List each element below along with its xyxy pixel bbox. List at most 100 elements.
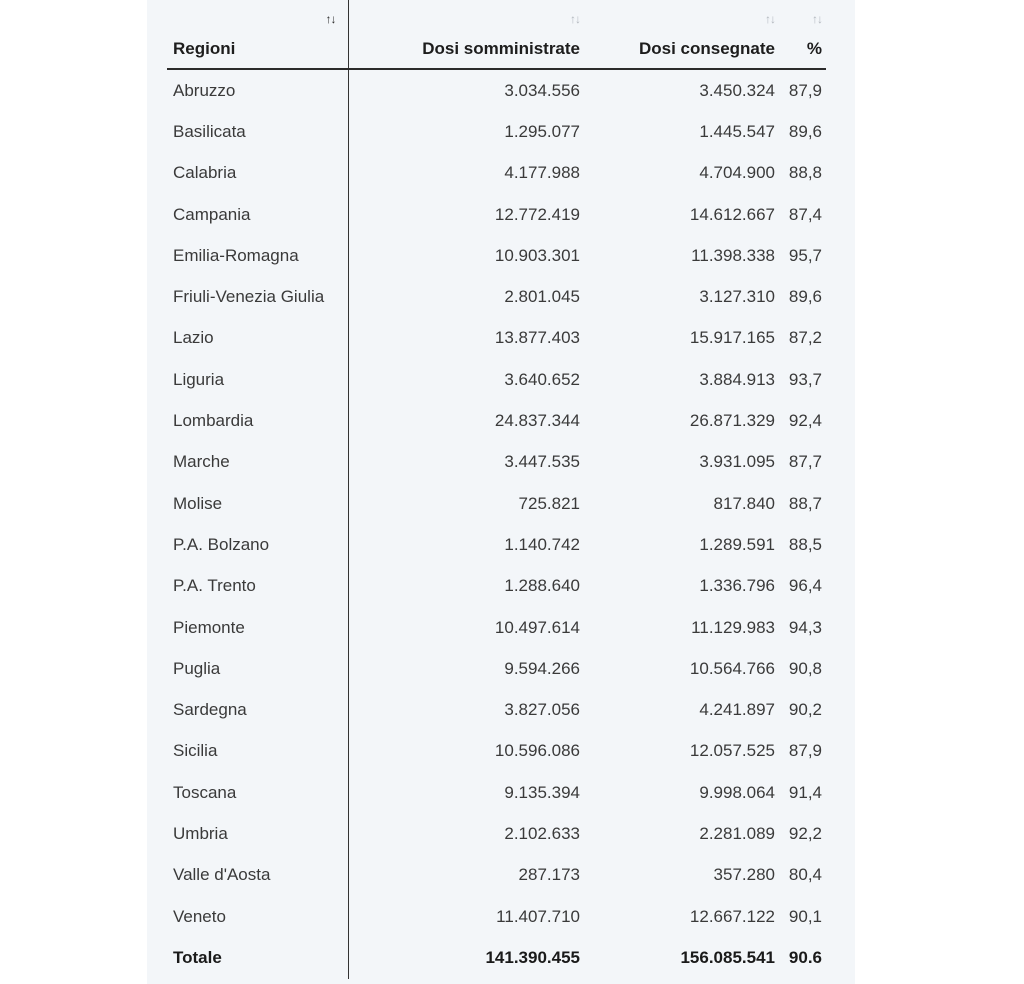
cell-dosi-consegnate: 817.840 <box>713 493 775 513</box>
cell-dosi-somministrate: 725.821 <box>518 493 580 513</box>
cell-percent: 92,4 <box>788 411 822 431</box>
table-row: Valle d'Aosta 287.173 357.280 80,4 <box>167 854 826 896</box>
cell-dosi-somministrate: 287.173 <box>518 865 580 885</box>
cell-dosi-consegnate: 11.129.983 <box>691 617 775 637</box>
table-header: ↑↓ Regioni ↑↓ Dosi somministrate ↑↓ Dosi… <box>167 0 826 70</box>
cell-dosi-somministrate: 3.034.556 <box>504 80 580 100</box>
vaccine-doses-table: ↑↓ Regioni ↑↓ Dosi somministrate ↑↓ Dosi… <box>167 0 826 979</box>
cell-dosi-consegnate: 1.336.796 <box>699 576 775 596</box>
cell-region: Lombardia <box>167 400 349 442</box>
table-row: Marche 3.447.535 3.931.095 87,7 <box>167 441 826 483</box>
table-row: P.A. Bolzano 1.140.742 1.289.591 88,5 <box>167 524 826 566</box>
cell-percent: 88,7 <box>788 493 822 513</box>
table-total-row: Totale 141.390.455 156.085.541 90.6 <box>167 937 826 979</box>
cell-dosi-somministrate: 13.877.403 <box>494 328 580 348</box>
total-consegnate: 156.085.541 <box>680 947 775 967</box>
sort-arrows-icon[interactable]: ↑↓ <box>570 12 581 26</box>
cell-region: Calabria <box>167 152 349 194</box>
column-header-label: % <box>806 39 822 58</box>
cell-dosi-somministrate: 10.497.614 <box>494 617 580 637</box>
cell-region: Puglia <box>167 648 349 690</box>
cell-region: Emilia-Romagna <box>167 235 349 277</box>
cell-percent: 87,7 <box>788 452 822 472</box>
cell-dosi-consegnate: 14.612.667 <box>689 204 775 224</box>
cell-dosi-somministrate: 3.447.535 <box>504 452 580 472</box>
cell-dosi-somministrate: 9.594.266 <box>504 658 580 678</box>
table-row: Umbria 2.102.633 2.281.089 92,2 <box>167 813 826 855</box>
cell-dosi-somministrate: 3.640.652 <box>504 369 580 389</box>
cell-percent: 95,7 <box>788 245 822 265</box>
sort-arrows-icon[interactable]: ↑↓ <box>765 12 776 26</box>
cell-dosi-consegnate: 3.127.310 <box>699 287 775 307</box>
cell-dosi-consegnate: 357.280 <box>713 865 775 885</box>
header-row: ↑↓ Regioni ↑↓ Dosi somministrate ↑↓ Dosi… <box>167 0 826 70</box>
cell-dosi-consegnate: 11.398.338 <box>691 245 775 265</box>
cell-percent: 88,5 <box>788 534 822 554</box>
column-header-label: Dosi consegnate <box>638 39 775 58</box>
cell-region: Friuli-Venezia Giulia <box>167 276 349 318</box>
cell-dosi-somministrate: 9.135.394 <box>504 782 580 802</box>
cell-percent: 88,8 <box>788 163 822 183</box>
column-header-dosi-consegnate[interactable]: ↑↓ Dosi consegnate <box>584 0 779 70</box>
cell-percent: 96,4 <box>788 576 822 596</box>
cell-percent: 90,8 <box>788 658 822 678</box>
column-header-percent[interactable]: ↑↓ % <box>779 0 826 70</box>
cell-percent: 87,9 <box>788 80 822 100</box>
cell-region: Toscana <box>167 772 349 814</box>
table-row: Toscana 9.135.394 9.998.064 91,4 <box>167 772 826 814</box>
table-row: Abruzzo 3.034.556 3.450.324 87,9 <box>167 69 826 112</box>
table-row: Calabria 4.177.988 4.704.900 88,8 <box>167 152 826 194</box>
cell-region: P.A. Trento <box>167 565 349 607</box>
table-row: P.A. Trento 1.288.640 1.336.796 96,4 <box>167 565 826 607</box>
cell-dosi-somministrate: 24.837.344 <box>494 411 580 431</box>
cell-dosi-consegnate: 12.057.525 <box>689 741 775 761</box>
total-somministrate: 141.390.455 <box>485 947 580 967</box>
cell-dosi-consegnate: 15.917.165 <box>689 328 775 348</box>
column-header-dosi-somministrate[interactable]: ↑↓ Dosi somministrate <box>348 0 584 70</box>
table-row: Sardegna 3.827.056 4.241.897 90,2 <box>167 689 826 731</box>
sort-arrows-icon[interactable]: ↑↓ <box>325 12 337 26</box>
table-row: Basilicata 1.295.077 1.445.547 89,6 <box>167 111 826 153</box>
cell-dosi-consegnate: 4.241.897 <box>699 700 775 720</box>
cell-percent: 90,2 <box>788 700 822 720</box>
table-row: Lazio 13.877.403 15.917.165 87,2 <box>167 317 826 360</box>
cell-dosi-somministrate: 10.596.086 <box>494 741 580 761</box>
cell-percent: 87,4 <box>788 204 822 224</box>
cell-dosi-consegnate: 3.931.095 <box>699 452 775 472</box>
table-panel: ↑↓ Regioni ↑↓ Dosi somministrate ↑↓ Dosi… <box>147 0 855 984</box>
cell-dosi-somministrate: 10.903.301 <box>494 245 580 265</box>
column-header-regioni[interactable]: ↑↓ Regioni <box>167 0 349 70</box>
cell-dosi-somministrate: 1.288.640 <box>504 576 580 596</box>
table-row: Piemonte 10.497.614 11.129.983 94,3 <box>167 606 826 649</box>
cell-region: Sicilia <box>167 730 349 773</box>
cell-region: Campania <box>167 193 349 236</box>
cell-dosi-somministrate: 11.407.710 <box>496 906 580 926</box>
cell-dosi-somministrate: 1.295.077 <box>504 121 580 141</box>
cell-dosi-somministrate: 1.140.742 <box>504 534 580 554</box>
cell-region: Piemonte <box>167 606 349 649</box>
cell-dosi-somministrate: 2.801.045 <box>504 287 580 307</box>
cell-dosi-consegnate: 3.450.324 <box>699 80 775 100</box>
cell-region: Valle d'Aosta <box>167 854 349 896</box>
sort-arrows-icon[interactable]: ↑↓ <box>812 12 823 26</box>
table-row: Campania 12.772.419 14.612.667 87,4 <box>167 193 826 236</box>
table-row: Emilia-Romagna 10.903.301 11.398.338 95,7 <box>167 235 826 277</box>
cell-dosi-consegnate: 9.998.064 <box>699 782 775 802</box>
cell-percent: 90,1 <box>788 906 822 926</box>
cell-region: Marche <box>167 441 349 483</box>
cell-dosi-consegnate: 2.281.089 <box>699 823 775 843</box>
cell-region: Basilicata <box>167 111 349 153</box>
cell-percent: 91,4 <box>788 782 822 802</box>
cell-percent: 89,6 <box>788 287 822 307</box>
cell-percent: 87,2 <box>788 328 822 348</box>
cell-dosi-consegnate: 12.667.122 <box>689 906 775 926</box>
cell-dosi-somministrate: 12.772.419 <box>494 204 580 224</box>
cell-percent: 89,6 <box>788 121 822 141</box>
table-row: Lombardia 24.837.344 26.871.329 92,4 <box>167 400 826 442</box>
cell-dosi-consegnate: 26.871.329 <box>689 411 775 431</box>
cell-dosi-consegnate: 3.884.913 <box>699 369 775 389</box>
table-row: Liguria 3.640.652 3.884.913 93,7 <box>167 359 826 401</box>
cell-region: Veneto <box>167 895 349 938</box>
cell-region: Liguria <box>167 359 349 401</box>
cell-dosi-consegnate: 10.564.766 <box>689 658 775 678</box>
